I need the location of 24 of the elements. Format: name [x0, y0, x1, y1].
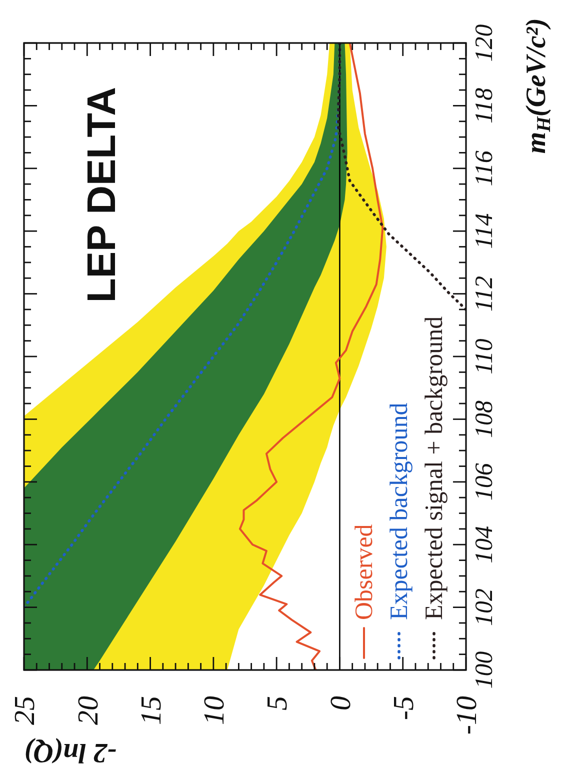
y-tick-label: 108 [471, 400, 498, 438]
x-tick-label: 10 [198, 696, 231, 725]
text: Expected signal + background [421, 316, 448, 620]
x-axis-title: -2 ln(Q) [24, 737, 117, 768]
x-tick-label: 20 [72, 696, 104, 725]
y-tick-label: 120 [471, 24, 498, 62]
x-tick-label: -10 [451, 696, 484, 735]
x-tick-label: 5 [262, 696, 294, 710]
text: Observed [351, 524, 378, 620]
y-tick-label: 102 [471, 588, 498, 626]
x-tick-label: 15 [135, 696, 168, 725]
text: Expected background [386, 402, 413, 620]
y-tick-label: 110 [471, 338, 498, 374]
x-tick-label: 0 [324, 696, 357, 710]
y-tick-label: 104 [471, 526, 498, 564]
y-tick-label: 106 [471, 462, 498, 501]
text: LEP DELTA [80, 87, 124, 303]
x-tick-label: -5 [388, 696, 420, 720]
y-tick-label: 112 [471, 276, 498, 312]
y-tick-label: 116 [471, 150, 498, 186]
x-tick-label: 25 [9, 696, 42, 725]
y-tick-label: 114 [471, 213, 498, 249]
y-tick-label: 100 [471, 650, 498, 689]
y-tick-label: 118 [471, 87, 498, 124]
